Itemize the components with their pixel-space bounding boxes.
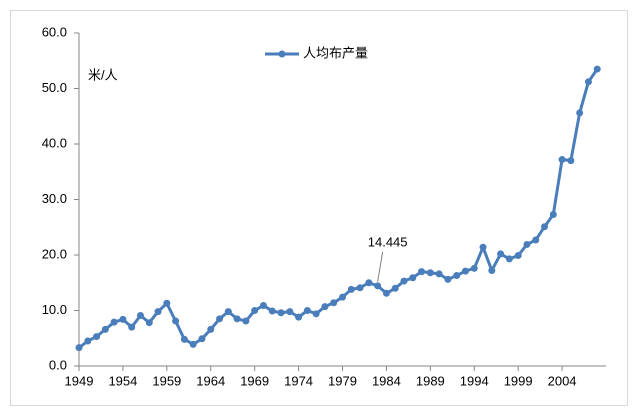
data-point <box>207 325 215 333</box>
data-point <box>145 319 153 327</box>
data-point <box>75 344 83 352</box>
data-point <box>110 318 118 326</box>
data-point <box>312 310 320 318</box>
legend-label: 人均布产量 <box>303 45 368 60</box>
data-point <box>321 303 329 311</box>
data-point <box>172 317 180 325</box>
x-tick-label: 1964 <box>196 373 225 388</box>
data-point <box>128 323 136 331</box>
data-point <box>216 315 224 323</box>
data-point <box>382 289 390 297</box>
data-point <box>567 157 575 165</box>
data-point <box>365 279 373 287</box>
data-point <box>251 307 259 314</box>
data-point <box>418 268 426 276</box>
annotation-leader <box>377 251 384 282</box>
data-point <box>479 243 487 251</box>
data-point <box>295 313 303 321</box>
data-point <box>242 317 250 325</box>
y-tick-label: 0.0 <box>49 357 67 372</box>
data-point <box>558 156 566 164</box>
y-tick-label: 30.0 <box>42 191 67 206</box>
x-tick-label: 1954 <box>108 373 137 388</box>
data-point <box>303 307 311 314</box>
data-point <box>224 308 232 316</box>
x-tick-label: 1949 <box>65 373 94 388</box>
data-point <box>576 109 584 117</box>
y-tick-label: 10.0 <box>42 302 67 317</box>
data-point <box>277 309 285 317</box>
data-point <box>391 284 399 292</box>
data-point <box>409 274 417 282</box>
data-point <box>488 267 496 275</box>
data-point <box>233 315 241 323</box>
x-tick-label: 1994 <box>460 373 489 388</box>
data-point <box>470 264 478 272</box>
data-point <box>268 307 276 315</box>
data-point <box>259 302 267 310</box>
data-point <box>286 308 294 316</box>
x-tick-label: 1984 <box>372 373 401 388</box>
data-point <box>330 299 338 307</box>
data-point <box>532 236 540 244</box>
data-point <box>374 282 382 290</box>
data-point <box>84 337 92 345</box>
x-tick-label: 1959 <box>152 373 181 388</box>
y-axis-label: 米/人 <box>88 67 118 82</box>
data-point <box>444 275 452 283</box>
y-tick-label: 20.0 <box>42 246 67 261</box>
chart-border <box>10 10 628 406</box>
data-point <box>523 240 531 248</box>
data-point <box>154 308 162 316</box>
data-point <box>347 285 355 293</box>
x-tick-label: 2004 <box>548 373 577 388</box>
data-point <box>356 284 364 292</box>
data-point <box>136 311 144 319</box>
data-point <box>593 65 601 73</box>
x-tick-label: 1999 <box>504 373 533 388</box>
data-point <box>497 250 505 258</box>
x-tick-label: 1979 <box>328 373 357 388</box>
data-point <box>549 210 557 218</box>
data-point <box>505 255 513 263</box>
data-point <box>180 335 188 343</box>
y-tick-label: 60.0 <box>42 24 67 39</box>
annotation-label: 14.445 <box>368 234 408 249</box>
data-point <box>119 315 127 323</box>
data-point <box>453 272 461 280</box>
x-tick-label: 1974 <box>284 373 313 388</box>
data-point <box>163 299 171 307</box>
data-point <box>584 78 592 86</box>
y-tick-label: 50.0 <box>42 80 67 95</box>
data-point <box>514 252 522 260</box>
y-tick-label: 40.0 <box>42 135 67 150</box>
data-point <box>93 333 101 341</box>
data-point <box>541 223 549 231</box>
data-point <box>189 340 197 348</box>
data-point <box>435 270 443 278</box>
legend-marker <box>278 50 286 58</box>
data-point <box>198 335 206 343</box>
x-tick-label: 1989 <box>416 373 445 388</box>
x-tick-label: 1969 <box>240 373 269 388</box>
data-point <box>101 325 109 333</box>
data-point <box>426 269 434 277</box>
data-point <box>461 267 469 275</box>
data-point <box>339 293 346 301</box>
data-point <box>400 277 408 285</box>
